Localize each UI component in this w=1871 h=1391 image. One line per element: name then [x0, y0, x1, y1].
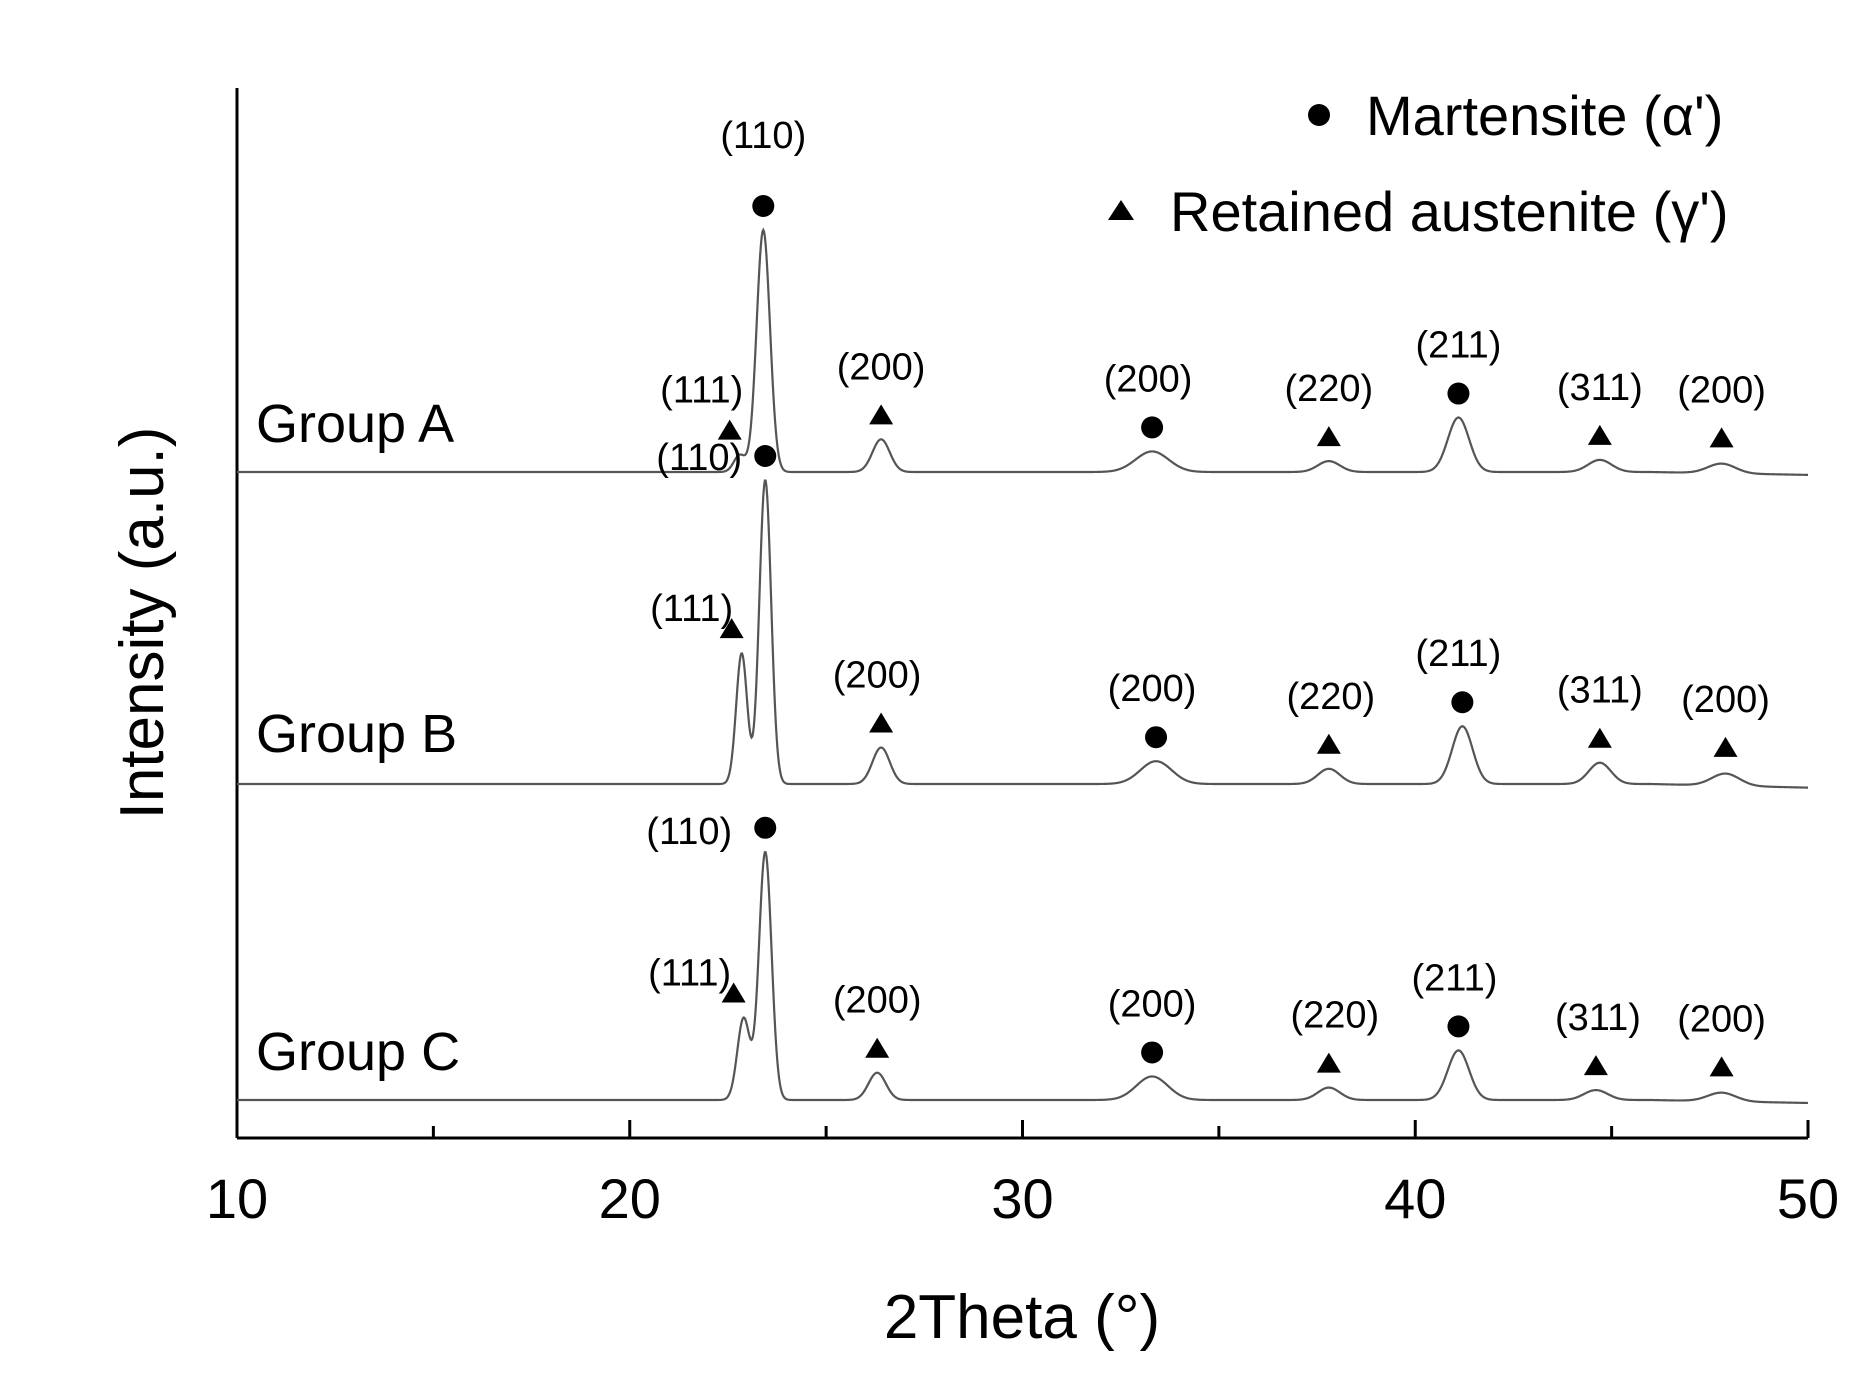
x-ticks: 10 20 30 40 50	[206, 1120, 1839, 1230]
austenite-marker	[1709, 1056, 1734, 1077]
legend-austenite-marker	[1108, 200, 1134, 220]
y-axis-title: Intensity (a.u.)	[108, 427, 177, 820]
plot-area	[235, 88, 1808, 1140]
group-label: Group A	[256, 394, 454, 454]
austenite-marker	[865, 1037, 890, 1058]
peak-hkl-label: (110)	[720, 115, 806, 157]
austenite-marker	[1587, 727, 1612, 748]
austenite-marker	[1587, 424, 1612, 445]
austenite-marker	[1316, 733, 1341, 754]
peak-hkl-label: (220)	[1286, 676, 1375, 718]
martensite-marker	[754, 816, 777, 839]
austenite-marker	[1316, 426, 1341, 447]
peak-hkl-label: (111)	[650, 588, 733, 630]
peak-hkl-label: (111)	[648, 952, 731, 994]
peak-hkl-label: (200)	[1677, 369, 1766, 411]
peak-hkl-label: (220)	[1284, 368, 1373, 410]
xrd-trace	[237, 479, 1809, 789]
peak-hkl-label: (311)	[1557, 367, 1643, 409]
martensite-marker	[1141, 1041, 1164, 1064]
x-axis-title: 2Theta (°)	[884, 1283, 1160, 1352]
legend-austenite-label: Retained austenite (γ')	[1170, 180, 1729, 243]
peak-hkl-label: (200)	[837, 346, 926, 388]
traces	[237, 227, 1809, 1105]
martensite-marker	[754, 444, 777, 467]
x-tick-label: 40	[1384, 1167, 1446, 1230]
peak-hkl-label: (110)	[646, 811, 732, 853]
peak-hkl-label: (110)	[656, 437, 742, 479]
austenite-marker	[1583, 1055, 1608, 1076]
legend-martensite-label: Martensite (α')	[1366, 84, 1723, 147]
x-tick-label: 10	[206, 1167, 268, 1230]
x-tick-label: 50	[1777, 1167, 1839, 1230]
austenite-marker	[1713, 736, 1738, 757]
martensite-marker	[1145, 726, 1168, 749]
martensite-marker	[1447, 382, 1470, 405]
austenite-marker	[1709, 427, 1734, 448]
peak-hkl-label: (200)	[1677, 998, 1766, 1040]
austenite-marker	[1316, 1052, 1341, 1073]
martensite-marker	[1141, 416, 1164, 439]
martensite-marker	[1451, 691, 1474, 714]
peak-hkl-label: (200)	[833, 655, 922, 697]
peak-hkl-label: (200)	[1108, 983, 1197, 1025]
peak-hkl-label: (211)	[1415, 633, 1501, 675]
xrd-trace	[237, 851, 1809, 1105]
phase-markers	[717, 194, 1738, 1077]
peak-hkl-label: (200)	[1108, 668, 1197, 710]
martensite-marker	[1447, 1015, 1470, 1038]
peak-hkl-label: (211)	[1412, 957, 1498, 999]
xrd-trace	[237, 227, 1809, 476]
peak-hkl-label: (200)	[833, 980, 922, 1022]
legend-martensite-marker	[1308, 104, 1330, 126]
peak-hkl-label: (311)	[1557, 670, 1643, 712]
martensite-marker	[752, 194, 775, 217]
peak-hkl-label: (220)	[1290, 995, 1379, 1037]
x-tick-label: 20	[599, 1167, 661, 1230]
x-tick-label: 30	[991, 1167, 1053, 1230]
peak-hkl-label: (200)	[1104, 358, 1193, 400]
austenite-marker	[721, 982, 746, 1003]
peak-hkl-label: (311)	[1555, 997, 1641, 1039]
group-label: Group B	[256, 704, 457, 764]
peak-annotations: Group A (111) (110) (200) (200) (220) (211) (31…	[256, 115, 1770, 1082]
austenite-marker	[719, 618, 744, 639]
austenite-marker	[869, 404, 894, 425]
peak-hkl-label: (200)	[1681, 679, 1770, 721]
austenite-marker	[717, 419, 742, 440]
austenite-marker	[869, 712, 894, 733]
peak-hkl-label: (111)	[660, 370, 743, 412]
legend: Martensite (α') Retained austenite (γ')	[1108, 84, 1729, 243]
group-label: Group C	[256, 1022, 460, 1082]
peak-hkl-label: (211)	[1416, 325, 1502, 367]
